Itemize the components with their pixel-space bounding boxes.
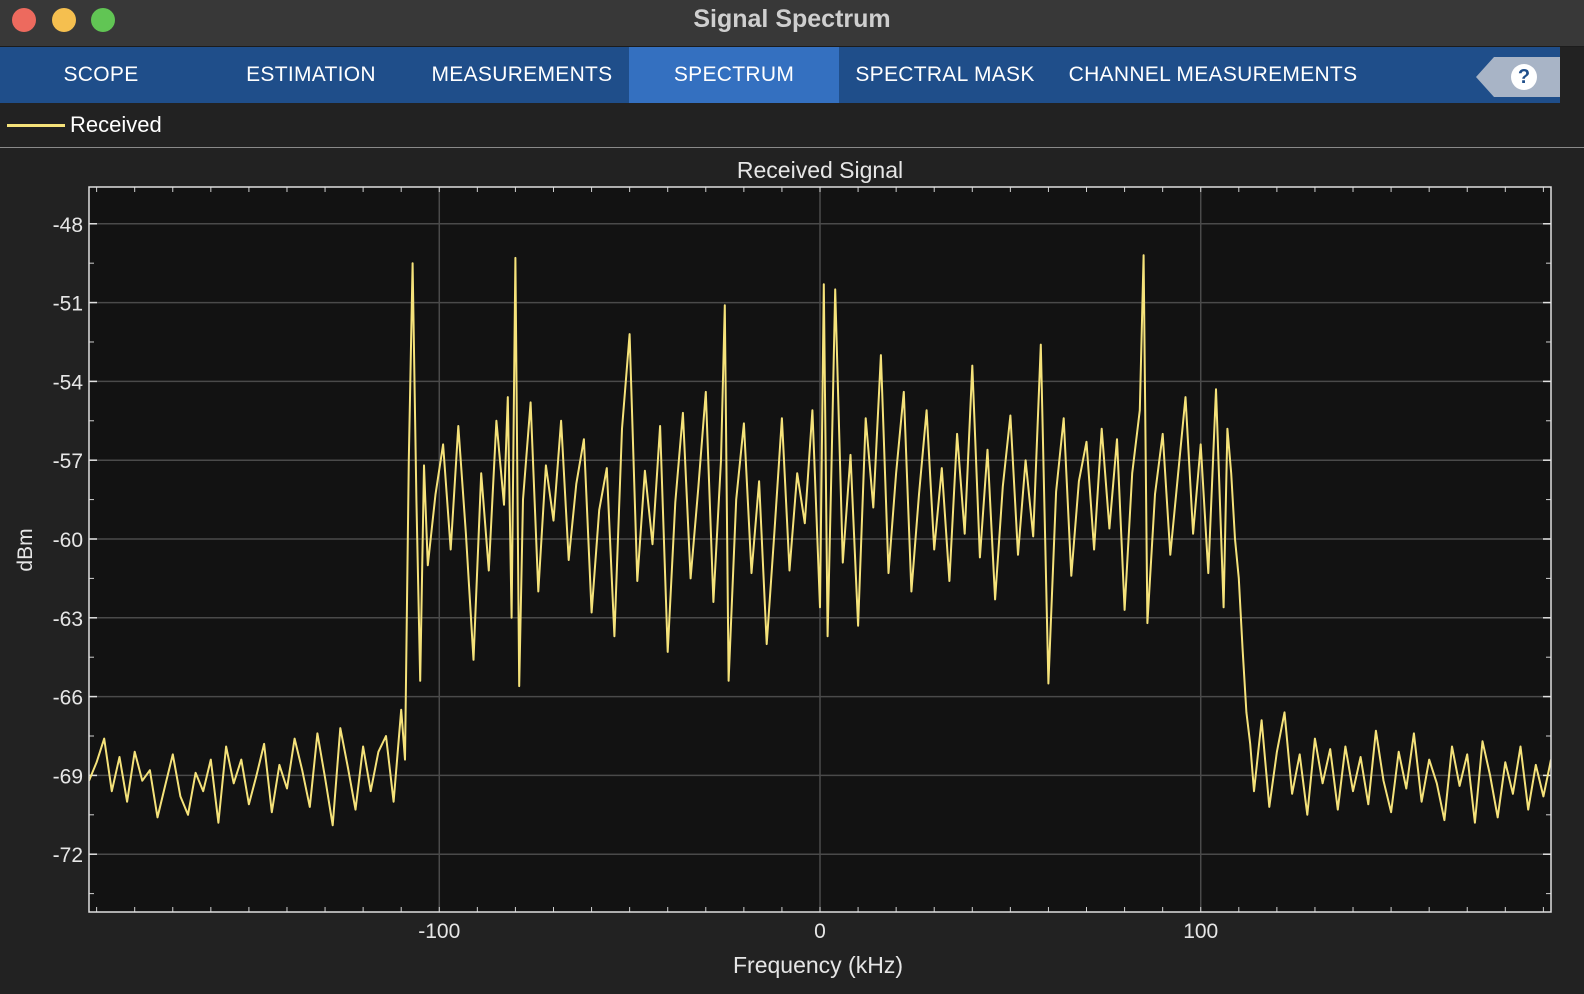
close-window-button[interactable]	[12, 8, 36, 32]
toolstrip-tabs: SCOPE ESTIMATION MEASUREMENTS SPECTRUM S…	[0, 47, 1584, 103]
tab-spectrum[interactable]: SPECTRUM	[629, 47, 839, 103]
y-tick-label: -66	[53, 687, 83, 710]
y-tick-label: -51	[53, 293, 83, 316]
tab-spectral-mask[interactable]: SPECTRAL MASK	[855, 63, 1035, 86]
y-axis-label: dBm	[14, 528, 37, 571]
tab-channel-measurements[interactable]: CHANNEL MEASUREMENTS	[1068, 63, 1358, 86]
legend: Received	[0, 103, 1584, 148]
x-axis-label: Frequency (kHz)	[733, 952, 903, 978]
y-tick-label: -63	[53, 608, 83, 631]
tab-estimation[interactable]: ESTIMATION	[246, 63, 376, 86]
plot-frame	[88, 186, 1552, 913]
zoom-window-button[interactable]	[91, 8, 115, 32]
help-icon: ?	[1511, 64, 1537, 90]
x-tick-label: -100	[418, 920, 460, 943]
y-tick-label: -48	[53, 214, 83, 237]
minimize-window-button[interactable]	[52, 8, 76, 32]
trace-layer	[89, 254, 1551, 827]
y-tick-label: -57	[53, 450, 83, 473]
window-titlebar: Signal Spectrum	[0, 0, 1584, 47]
chart-title: Received Signal	[737, 157, 903, 183]
y-tick-label: -69	[53, 765, 83, 788]
x-tick-label: 0	[814, 920, 826, 943]
tab-measurements[interactable]: MEASUREMENTS	[431, 63, 613, 86]
legend-label-received[interactable]: Received	[70, 112, 162, 137]
legend-swatch-received	[7, 124, 65, 127]
tab-strip: SCOPE ESTIMATION MEASUREMENTS SPECTRUM S…	[0, 47, 1560, 103]
y-tick-label: -72	[53, 844, 83, 867]
series-line-received	[89, 254, 1551, 827]
y-tick-label: -54	[53, 371, 84, 394]
help-button[interactable]: ?	[1476, 57, 1560, 97]
x-tick-labels: -100 0 100	[418, 920, 1218, 943]
y-tick-labels: -48 -51 -54 -57 -60 -63 -66 -69 -72	[53, 214, 84, 867]
tab-scope[interactable]: SCOPE	[63, 63, 139, 86]
window-title: Signal Spectrum	[693, 5, 891, 33]
spectrum-plot[interactable]: -48 -51 -54 -57 -60 -63 -66 -69 -72 -100 0 100 Rec…	[0, 148, 1584, 994]
x-tick-label: 100	[1183, 920, 1218, 943]
minor-ticks	[89, 187, 1551, 912]
y-tick-label: -60	[53, 529, 83, 552]
